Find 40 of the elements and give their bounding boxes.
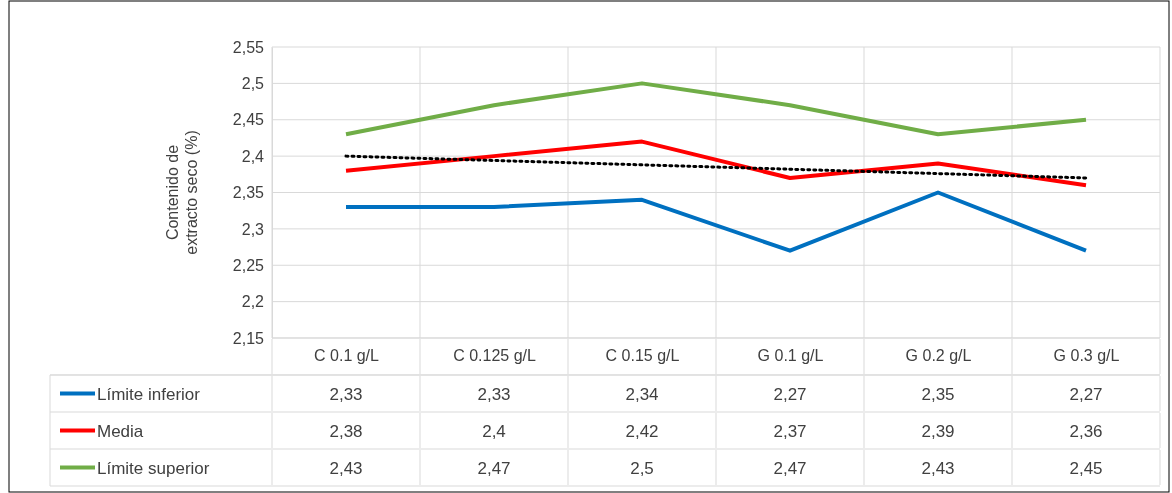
y-tick-label: 2,15 (232, 329, 265, 347)
y-tick-label: 2,55 (232, 38, 265, 56)
data-label: 2,33 (329, 384, 363, 404)
data-label: 2,39 (921, 421, 955, 441)
data-label: 2,33 (477, 384, 511, 404)
data-label: 2,38 (329, 421, 363, 441)
y-tick-label: 2,35 (232, 184, 265, 202)
x-tick-label: G 0.2 g/L (905, 347, 972, 365)
data-label: 2,34 (625, 384, 659, 404)
x-tick-label: G 0.1 g/L (757, 347, 824, 365)
line-series (344, 139, 1088, 188)
data-label: 2,27 (1069, 384, 1103, 404)
legend-label: Límite superior (97, 458, 210, 478)
legend-label: Límite inferior (97, 384, 201, 404)
y-tick-label: 2,3 (241, 220, 265, 238)
data-label: 2,4 (482, 421, 506, 441)
data-label: 2,45 (1069, 458, 1103, 478)
data-label: 2,37 (773, 421, 807, 441)
data-label: 2,47 (477, 458, 511, 478)
data-label: 2,5 (630, 458, 654, 478)
line-series (344, 190, 1088, 253)
y-tick-label: 2,4 (241, 147, 265, 165)
x-tick-label: C 0.1 g/L (314, 347, 380, 365)
y-tick-label: 2,2 (241, 293, 265, 311)
data-label: 2,36 (1069, 421, 1103, 441)
x-tick-label: C 0.125 g/L (453, 347, 536, 365)
line-series (344, 81, 1088, 137)
x-tick-label: G 0.3 g/L (1053, 347, 1120, 365)
data-label: 2,35 (921, 384, 955, 404)
y-tick-label: 2,45 (232, 111, 265, 129)
x-tick-label: C 0.15 g/L (605, 347, 680, 365)
y-tick-label: 2,5 (241, 75, 265, 92)
data-label: 2,42 (625, 421, 659, 441)
data-label: 2,43 (921, 458, 955, 478)
y-axis-title: Contenido de extracto seco (%) (164, 130, 200, 255)
y-tick-label: 2,25 (232, 256, 265, 274)
legend-label: Media (97, 421, 144, 441)
data-label: 2,47 (773, 458, 807, 478)
data-label: 2,27 (773, 384, 807, 404)
data-label: 2,43 (329, 458, 363, 478)
